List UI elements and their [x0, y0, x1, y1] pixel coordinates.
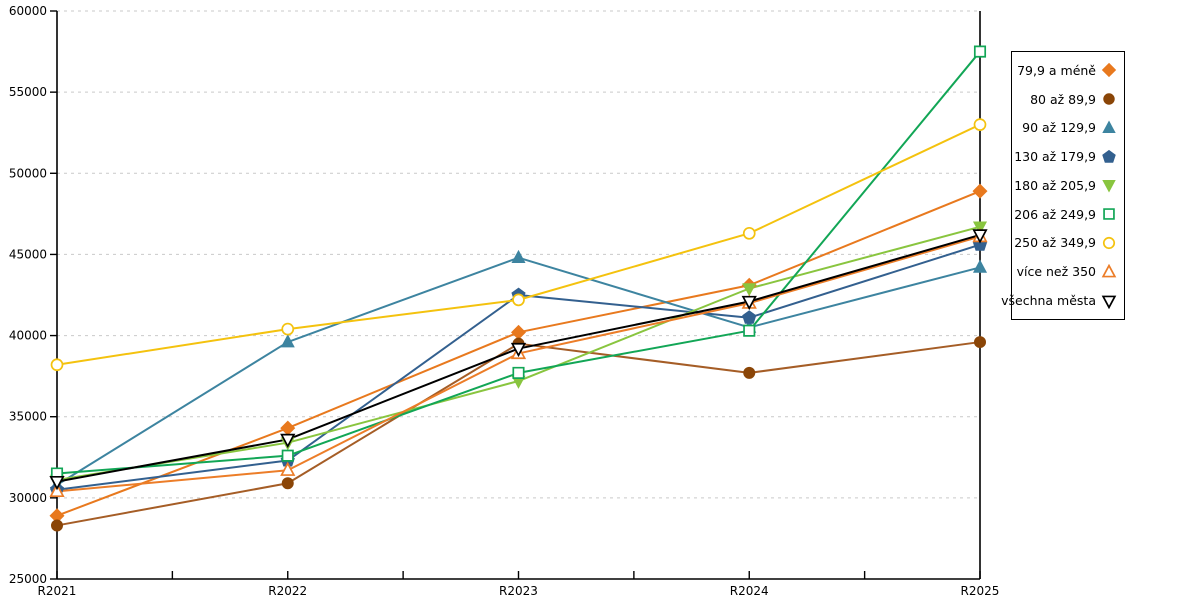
legend-item-2: 90 až 129,9 — [1012, 114, 1124, 142]
series-marker — [51, 519, 63, 532]
x-tick-label: R2022 — [268, 584, 307, 598]
series-marker — [510, 342, 527, 358]
series-marker — [280, 334, 295, 348]
legend-label: všechna města — [1001, 293, 1096, 308]
square-legend-icon — [1103, 208, 1115, 220]
series-marker — [1101, 263, 1117, 278]
y-tick-label: 30000 — [9, 491, 47, 505]
series-marker — [1102, 180, 1116, 193]
y-tick-label: 40000 — [9, 329, 47, 343]
series-marker — [512, 293, 525, 307]
legend-label: 90 až 129,9 — [1022, 120, 1096, 136]
y-tick-label: 60000 — [9, 4, 47, 18]
legend-item-5: 206 až 249,9 — [1012, 200, 1124, 228]
pentagon-legend-icon — [1102, 149, 1116, 163]
series-marker — [973, 45, 987, 58]
triangle-up-legend-icon — [1101, 263, 1117, 278]
series-marker — [1103, 93, 1115, 105]
x-tick-label: R2023 — [499, 584, 538, 598]
series-marker — [511, 249, 526, 263]
legend-item-1: 80 až 89,9 — [1012, 85, 1124, 113]
series-marker — [280, 420, 296, 436]
legend-label: 180 až 205,9 — [1014, 177, 1096, 193]
series-marker — [1101, 295, 1117, 309]
y-tick-label: 35000 — [9, 410, 47, 424]
legend-label: 250 až 349,9 — [1014, 235, 1096, 251]
series-marker — [1102, 236, 1116, 250]
series-marker — [1102, 120, 1116, 133]
series-marker — [281, 322, 295, 336]
series-marker — [741, 295, 757, 311]
series-marker — [974, 336, 986, 349]
y-tick-label: 45000 — [9, 247, 47, 261]
triangle-up-legend-icon — [1102, 120, 1116, 133]
series-marker — [49, 482, 65, 498]
legend-item-0: 79,9 a méně — [1012, 56, 1124, 84]
series-marker — [1102, 149, 1116, 163]
legend-label: 79,9 a méně — [1017, 62, 1096, 78]
series-marker — [510, 324, 527, 340]
series-marker — [1103, 208, 1115, 220]
series-marker — [972, 221, 988, 235]
series-marker — [972, 259, 988, 273]
legend-box: 79,9 a méně 80 až 89,9 90 až 129,9 130 až 1… — [1001, 51, 1125, 320]
triangle-down-legend-icon — [1102, 180, 1116, 193]
series-marker — [972, 229, 988, 244]
legend-label: 206 až 249,9 — [1014, 206, 1096, 222]
series-marker — [512, 366, 525, 379]
y-tick-label: 25000 — [9, 572, 47, 586]
series-marker — [743, 366, 756, 379]
series-marker — [281, 477, 294, 490]
series-marker — [973, 118, 987, 131]
legend-label: více než 350 — [1016, 264, 1096, 280]
series-marker — [743, 324, 756, 337]
series-marker — [280, 433, 296, 449]
legend-item-7: více než 350 — [1012, 258, 1124, 286]
circle-legend-icon — [1102, 236, 1116, 250]
x-tick-label: R2025 — [961, 584, 1000, 598]
legend-item-8: všechna města — [1001, 287, 1124, 315]
series-marker — [972, 183, 988, 199]
legend-item-3: 130 až 179,9 — [1012, 143, 1124, 171]
series-marker — [49, 475, 65, 491]
series-marker — [50, 358, 64, 372]
legend-label: 130 až 179,9 — [1014, 149, 1096, 165]
legend-item-4: 180 až 205,9 — [1012, 171, 1124, 199]
series-marker — [742, 283, 757, 297]
series-marker — [742, 226, 756, 240]
y-tick-label: 55000 — [9, 85, 47, 99]
triangle-down-legend-icon — [1101, 295, 1117, 309]
circle-legend-icon — [1103, 93, 1115, 105]
diamond-legend-icon — [1101, 63, 1117, 78]
series-marker — [280, 461, 296, 476]
series-marker — [281, 449, 294, 462]
x-tick-label: R2021 — [38, 584, 77, 598]
x-tick-label: R2024 — [730, 584, 769, 598]
series-marker — [742, 310, 757, 324]
legend-item-6: 250 až 349,9 — [1012, 229, 1124, 257]
legend-label: 80 až 89,9 — [1030, 91, 1096, 107]
series-marker — [1101, 63, 1117, 78]
y-tick-label: 50000 — [9, 166, 47, 180]
